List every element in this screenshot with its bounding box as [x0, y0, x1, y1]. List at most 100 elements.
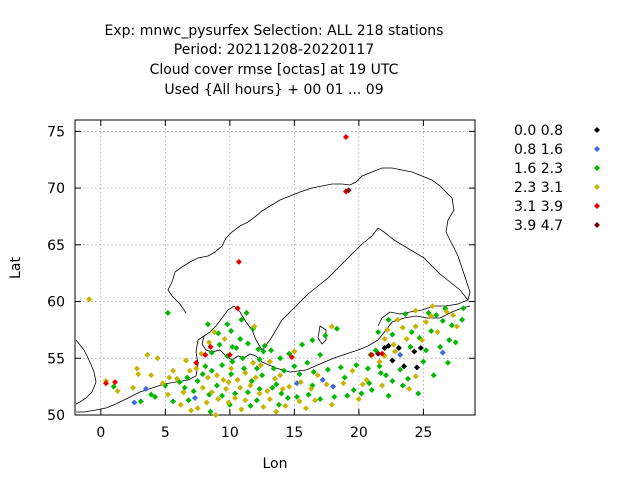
data-point	[453, 323, 460, 330]
data-point	[337, 364, 344, 371]
title-line-1: Exp: mnwc_pysurfex Selection: ALL 218 st…	[105, 23, 444, 39]
data-point	[288, 354, 295, 361]
data-point	[233, 345, 240, 352]
data-point	[390, 341, 397, 348]
data-point	[152, 393, 158, 400]
data-point	[433, 312, 440, 319]
data-point	[363, 376, 370, 383]
data-point	[186, 367, 193, 374]
data-point	[253, 397, 260, 404]
coastline-norway	[167, 167, 453, 314]
data-point	[264, 388, 271, 395]
data-point	[202, 351, 209, 358]
data-point	[203, 399, 210, 406]
legend-label: 0.8 1.6	[514, 142, 563, 158]
data-point	[402, 311, 409, 318]
data-point	[344, 392, 351, 399]
data-point	[368, 351, 375, 358]
data-point	[277, 372, 284, 379]
y-axis-label: Lat	[8, 257, 24, 279]
data-point	[237, 384, 244, 391]
data-point	[317, 396, 324, 403]
y-tick-label: 50	[47, 408, 65, 424]
data-point	[377, 370, 384, 377]
data-point	[420, 358, 427, 365]
data-point	[353, 362, 360, 369]
data-point	[232, 394, 238, 401]
legend-marker	[594, 127, 600, 133]
data-point	[244, 340, 251, 347]
data-point	[273, 408, 280, 415]
data-point	[211, 329, 218, 336]
data-point	[213, 372, 220, 379]
data-point	[266, 358, 273, 365]
x-tick-label: 0	[96, 425, 105, 441]
data-point	[190, 388, 197, 395]
data-point	[376, 358, 383, 365]
coastline-map	[75, 167, 471, 413]
data-point	[224, 321, 231, 328]
data-point	[247, 402, 254, 409]
data-point	[411, 348, 418, 355]
data-point	[192, 394, 198, 401]
legend-label: 1.6 2.3	[514, 161, 563, 177]
data-point	[204, 374, 211, 381]
data-point	[215, 396, 222, 403]
data-point	[296, 371, 303, 378]
data-point	[381, 345, 388, 352]
data-point	[256, 356, 263, 363]
data-point	[213, 382, 220, 389]
data-point	[148, 391, 155, 398]
data-point	[408, 329, 415, 336]
coastline-britain	[75, 339, 97, 405]
data-point	[238, 406, 245, 413]
data-point	[225, 399, 232, 406]
legend-marker	[594, 203, 600, 209]
data-point	[234, 376, 241, 383]
data-point	[112, 379, 118, 386]
data-point	[459, 316, 466, 323]
data-point	[166, 374, 173, 381]
data-point	[407, 343, 414, 350]
y-tick-label: 70	[47, 181, 65, 197]
data-point	[296, 398, 303, 405]
legend-marker	[594, 146, 600, 152]
data-point	[130, 384, 137, 391]
data-point	[412, 373, 419, 380]
data-point	[256, 390, 263, 397]
data-point	[252, 374, 259, 381]
data-point	[439, 349, 446, 356]
data-point	[333, 325, 340, 332]
data-point	[247, 382, 254, 389]
data-point	[350, 387, 357, 394]
data-point	[221, 335, 228, 342]
x-tick-label: 5	[161, 425, 170, 441]
data-point	[368, 387, 375, 394]
data-point	[164, 391, 171, 398]
data-point	[208, 349, 215, 356]
data-point	[345, 187, 352, 194]
data-point	[450, 312, 457, 319]
data-point	[251, 323, 258, 330]
grid	[75, 120, 475, 416]
data-point	[299, 341, 306, 348]
data-point	[375, 350, 382, 357]
data-point	[232, 390, 238, 397]
data-point	[413, 364, 420, 371]
data-point	[364, 365, 371, 372]
data-point	[412, 307, 419, 314]
data-point	[430, 372, 437, 379]
x-tick-label: 15	[285, 425, 303, 441]
data-point	[159, 380, 166, 387]
legend: 0.0 0.8 0.8 1.6 1.6 2.3 2.3 3.1 3.1 3.9 3.9 4…	[514, 123, 600, 234]
data-point	[110, 383, 117, 390]
data-point	[237, 335, 244, 342]
data-point	[238, 316, 245, 323]
data-point	[284, 394, 291, 401]
data-point	[137, 398, 144, 405]
data-point	[208, 367, 215, 374]
data-point	[228, 371, 235, 378]
data-point	[355, 396, 362, 403]
data-point	[256, 385, 263, 392]
x-axis-label: Lon	[263, 456, 288, 472]
